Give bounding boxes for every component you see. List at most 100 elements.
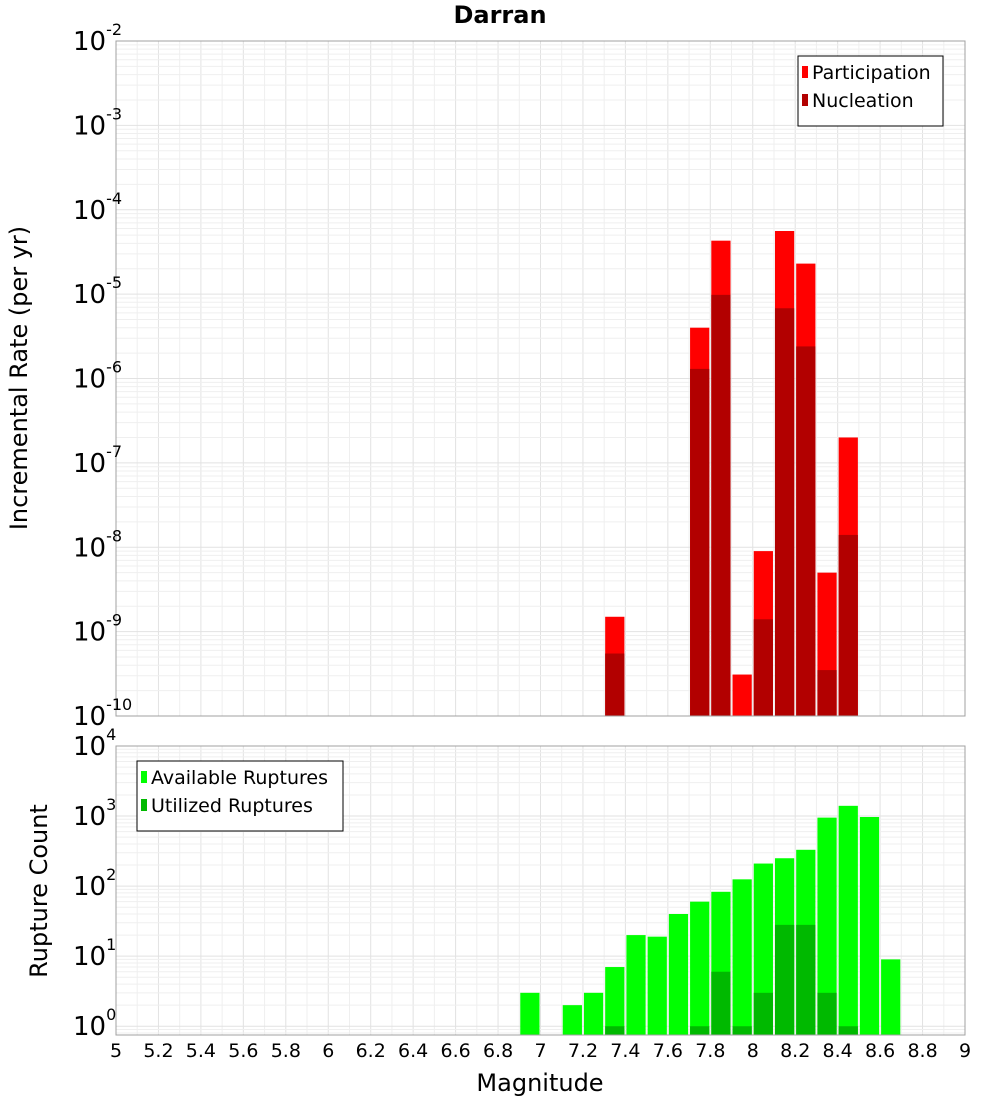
bar [753, 619, 773, 716]
bar [796, 346, 816, 716]
legend-swatch [802, 94, 808, 106]
y-tick-exponent: -8 [106, 526, 122, 545]
bar [838, 534, 858, 716]
legend-label: Available Ruptures [151, 767, 328, 789]
bar [711, 294, 731, 716]
legend-label: Participation [812, 62, 931, 84]
x-tick-label: 5.6 [228, 1040, 258, 1062]
y-tick-label: 10-3 [73, 104, 122, 141]
x-tick-label: 7.2 [568, 1040, 598, 1062]
x-tick-label: 6 [322, 1040, 334, 1062]
legend-label: Nucleation [812, 90, 914, 112]
bar [859, 816, 880, 1035]
legend-label: Utilized Ruptures [151, 795, 313, 817]
x-tick-label: 8.2 [780, 1040, 810, 1062]
rate-panel: 10-2 10-3 10-4 10-5 10-6 10-7 10-8 10-9 10-10 Par… [73, 20, 966, 732]
y-tick-exponent: -6 [106, 358, 122, 377]
plot-border [115, 40, 966, 717]
y-tick-label: 100 [73, 1005, 116, 1042]
legend: Participation Nucleation [797, 55, 944, 127]
x-tick-label: 8.6 [865, 1040, 895, 1062]
bar [605, 967, 625, 1035]
y-tick-label: 10-6 [73, 358, 122, 395]
x-tick-label: 8 [747, 1040, 759, 1062]
x-tick-label: 6.8 [483, 1040, 513, 1062]
plot-border [115, 745, 966, 1036]
bar [881, 959, 901, 1035]
y-tick-exponent: 4 [106, 725, 116, 744]
y-tick-exponent: -4 [106, 189, 122, 208]
y-tick-exponent: -10 [106, 695, 132, 714]
bar [562, 1005, 582, 1035]
x-tick-label: 8.8 [907, 1040, 937, 1062]
legend-swatch [141, 799, 147, 811]
bar [774, 924, 795, 1035]
x-tick-label: 7.6 [653, 1040, 683, 1062]
y-tick-exponent: 2 [106, 865, 116, 884]
bar [711, 971, 731, 1035]
legend: Available Ruptures Utilized Ruptures [136, 760, 344, 832]
bar [753, 863, 773, 1035]
bar [838, 805, 858, 1035]
bar [583, 992, 604, 1035]
series-2 [605, 924, 858, 1035]
bar [753, 992, 773, 1035]
y-tick-exponent: -3 [106, 104, 122, 123]
series-2 [605, 294, 858, 716]
bar [732, 674, 752, 716]
y-tick-exponent: 1 [106, 935, 116, 954]
bar [774, 308, 795, 716]
x-tick-label: 5.8 [271, 1040, 301, 1062]
gridlines [115, 41, 966, 717]
x-tick-label: 5.2 [143, 1040, 173, 1062]
y-tick-exponent: 3 [106, 795, 116, 814]
y-tick-exponent: -2 [106, 20, 122, 39]
bar [817, 817, 837, 1035]
x-tick-label: 9 [959, 1040, 971, 1062]
y-tick-exponent: -5 [106, 273, 122, 292]
bar [668, 914, 689, 1035]
x-tick-label: 8.4 [823, 1040, 853, 1062]
y-tick-label: 103 [73, 795, 116, 832]
y-tick-label: 101 [73, 935, 116, 972]
x-tick-label: 7.8 [695, 1040, 725, 1062]
bar [690, 1026, 710, 1035]
y-tick-label: 10-8 [73, 526, 122, 563]
y-tick-label: 10-4 [73, 189, 122, 226]
y-tick-exponent: -9 [106, 611, 122, 630]
bar [626, 935, 646, 1035]
y-tick-label: 10-7 [73, 442, 122, 479]
bar [690, 368, 710, 716]
legend-box [136, 760, 344, 832]
x-axis-label: Magnitude [476, 1069, 603, 1097]
legend-swatch [802, 66, 808, 78]
bar [690, 901, 710, 1035]
bar [817, 992, 837, 1035]
y-tick-label: 10-2 [73, 20, 122, 57]
bar [796, 924, 816, 1035]
y-tick-label: 102 [73, 865, 116, 902]
legend-box [797, 55, 944, 127]
x-tick-label: 6.6 [440, 1040, 470, 1062]
y-tick-exponent: -7 [106, 442, 122, 461]
bottom-y-axis-label: Rupture Count [25, 804, 53, 978]
chart-title: Darran [453, 1, 546, 29]
bar [732, 1026, 752, 1035]
x-tick-label: 5.4 [186, 1040, 216, 1062]
y-tick-label: 10-10 [73, 695, 132, 732]
bar [647, 936, 667, 1035]
x-tick-label: 7.4 [610, 1040, 640, 1062]
x-tick-label: 7 [534, 1040, 546, 1062]
x-tick-label: 6.4 [398, 1040, 428, 1062]
y-tick-label: 10-9 [73, 611, 122, 648]
x-tick-label: 6.2 [356, 1040, 386, 1062]
bar [838, 1026, 858, 1035]
y-tick-label: 10-5 [73, 273, 122, 310]
bar [520, 992, 540, 1035]
bar [732, 879, 752, 1035]
x-tick-label: 5 [110, 1040, 122, 1062]
bar [605, 1026, 625, 1035]
top-y-axis-label: Incremental Rate (per yr) [5, 226, 33, 530]
